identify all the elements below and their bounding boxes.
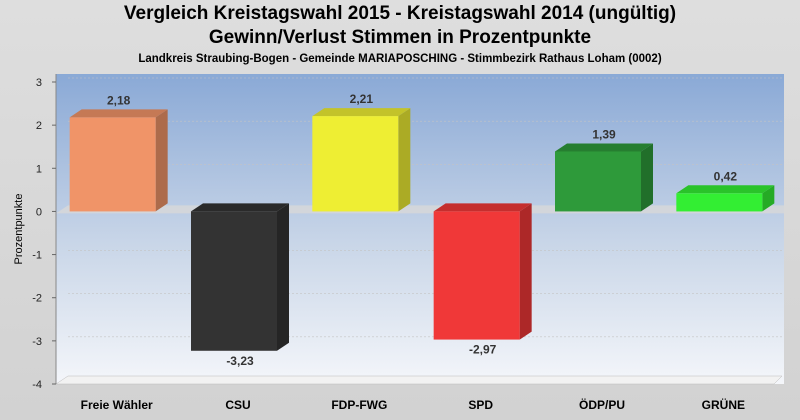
plot-floor <box>55 375 783 385</box>
y-tick-label: 2 <box>36 120 42 132</box>
data-label: 2,21 <box>350 92 374 106</box>
y-tick-label: 3 <box>36 77 42 89</box>
chart-title: Vergleich Kreistagswahl 2015 - Kreistags… <box>123 3 677 24</box>
x-tick-label: CSU <box>225 398 250 412</box>
data-label: 2,18 <box>107 93 131 107</box>
bar-top <box>676 185 775 194</box>
bar-side <box>641 143 653 212</box>
y-axis-label: Prozentpunkte <box>13 194 25 265</box>
zero-plane <box>56 205 784 214</box>
x-tick-label: SPD <box>468 398 493 412</box>
y-tick-label: 0 <box>36 206 42 218</box>
chart-subtitle: Gewinn/Verlust Stimmen in Prozentpunkte <box>208 27 592 48</box>
bar-side <box>519 203 532 340</box>
bar-side <box>398 108 411 212</box>
bar-top <box>69 109 168 118</box>
plot-background <box>56 74 784 384</box>
bar-side <box>155 109 168 212</box>
y-tick-label: 1 <box>36 163 42 175</box>
y-tick-label: -1 <box>32 250 42 262</box>
data-label: -2,97 <box>469 343 497 357</box>
x-tick-label: ÖDP/PU <box>579 397 625 412</box>
data-label: 1,39 <box>592 127 616 141</box>
bar-top <box>433 203 532 212</box>
data-label: 0,42 <box>714 169 738 183</box>
bar-side <box>277 203 289 351</box>
bar-top <box>191 203 289 212</box>
chart-caption: Landkreis Straubing-Bogen - Gemeinde MAR… <box>138 53 662 65</box>
bar <box>555 151 641 212</box>
y-tick-label: -4 <box>32 379 42 391</box>
x-tick-label: GRÜNE <box>702 397 745 412</box>
x-tick-label: Freie Wähler <box>81 398 153 412</box>
bar <box>69 117 156 212</box>
y-tick-label: -2 <box>32 293 42 305</box>
bar-top <box>312 108 411 117</box>
bar <box>312 116 399 212</box>
bar-side <box>762 185 775 212</box>
bar <box>676 193 763 212</box>
y-tick-label: -3 <box>32 336 42 348</box>
x-tick-label: FDP-FWG <box>331 398 387 412</box>
bar-top <box>555 143 653 152</box>
bar <box>191 211 277 351</box>
data-label: -3,23 <box>226 354 254 368</box>
bar <box>433 211 520 340</box>
